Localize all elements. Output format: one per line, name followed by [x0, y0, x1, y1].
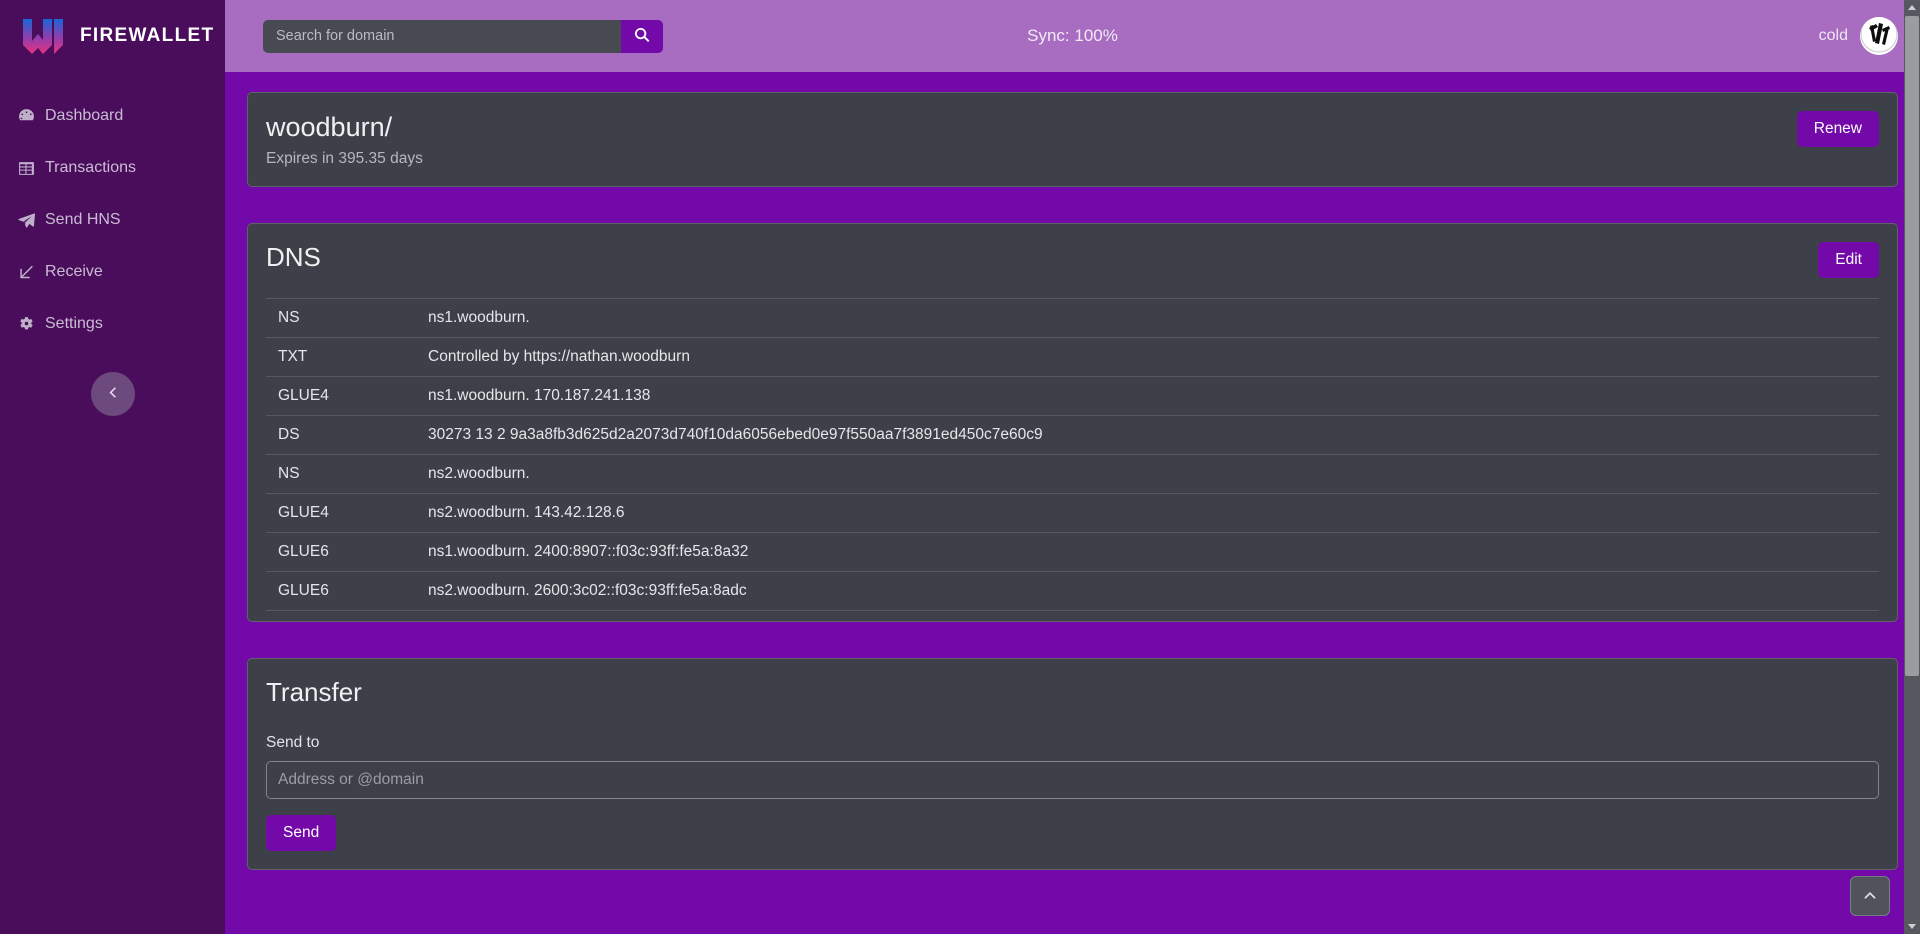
- domain-expiry: Expires in 395.35 days: [266, 149, 423, 167]
- search-input[interactable]: [263, 19, 621, 53]
- edit-dns-button[interactable]: Edit: [1818, 241, 1879, 278]
- dns-record-type: DS: [278, 425, 300, 443]
- w-logo-icon: [22, 17, 64, 55]
- sidebar-collapse-button[interactable]: [90, 372, 135, 416]
- speedometer-icon: [18, 108, 35, 125]
- topbar: Sync: 100% cold: [225, 0, 1920, 72]
- dns-record-type: GLUE6: [278, 581, 329, 599]
- sidebar-item-label: Dashboard: [45, 107, 124, 124]
- dns-card: DNS Edit NS ns1.woodburn. TXT Controlled…: [247, 222, 1898, 622]
- table-row: DS 30273 13 2 9a3a8fb3d625d2a2073d740f10…: [266, 415, 1879, 454]
- sidebar: FIREWALLET Dashboard Transactions Send H: [0, 0, 225, 934]
- renew-button[interactable]: Renew: [1796, 111, 1879, 147]
- table-row: GLUE6 ns1.woodburn. 2400:8907::f03c:93ff…: [266, 532, 1879, 571]
- dns-record-type: GLUE4: [278, 503, 329, 521]
- transfer-card: Transfer Send to Send: [247, 657, 1898, 870]
- scrollbar-down-arrow-icon[interactable]: [1904, 918, 1920, 934]
- dns-record-value: Controlled by https://nathan.woodburn: [428, 347, 690, 365]
- hns-avatar-icon: [1860, 17, 1898, 55]
- dns-record-value: 30273 13 2 9a3a8fb3d625d2a2073d740f10da6…: [428, 425, 1043, 443]
- sidebar-item-label: Receive: [45, 263, 103, 280]
- wallet-name-label: cold: [1818, 27, 1848, 44]
- dns-record-value: ns2.woodburn. 2600:3c02::f03c:93ff:fe5a:…: [428, 581, 747, 599]
- domain-summary-card: woodburn/ Expires in 395.35 days Renew: [247, 92, 1898, 187]
- table-row: TXT Controlled by https://nathan.woodbur…: [266, 337, 1879, 376]
- chevron-left-icon: [106, 386, 119, 402]
- table-row: NS ns1.woodburn.: [266, 298, 1879, 337]
- dns-record-value: ns2.woodburn.: [428, 464, 530, 482]
- search-icon: [634, 27, 650, 46]
- dns-card-header: DNS Edit: [266, 241, 1879, 278]
- dns-record-type: NS: [278, 308, 300, 326]
- brand-name: FIREWALLET: [80, 25, 215, 46]
- sidebar-item-dashboard[interactable]: Dashboard: [0, 90, 225, 142]
- paper-plane-icon: [18, 212, 35, 229]
- sidebar-item-receive[interactable]: Receive: [0, 246, 225, 298]
- table-icon: [18, 160, 35, 177]
- dns-record-value: ns1.woodburn. 170.187.241.138: [428, 386, 651, 404]
- table-row: GLUE4 ns1.woodburn. 170.187.241.138: [266, 376, 1879, 415]
- table-row: GLUE4 ns2.woodburn. 143.42.128.6: [266, 493, 1879, 532]
- collapse-wrap: [0, 372, 225, 416]
- sidebar-item-label: Send HNS: [45, 211, 121, 228]
- scrollbar-up-arrow-icon[interactable]: [1904, 0, 1920, 16]
- send-to-label: Send to: [266, 733, 320, 751]
- sidebar-item-send-hns[interactable]: Send HNS: [0, 194, 225, 246]
- sidebar-nav: Dashboard Transactions Send HNS Receive: [0, 90, 225, 350]
- transfer-address-input[interactable]: [266, 760, 1879, 799]
- dns-record-type: GLUE6: [278, 542, 329, 560]
- dns-record-type: TXT: [278, 347, 308, 365]
- sidebar-item-label: Settings: [45, 315, 103, 332]
- scrollbar-thumb[interactable]: [1905, 16, 1919, 676]
- table-row: NS ns2.woodburn.: [266, 454, 1879, 493]
- main-area: Sync: 100% cold: [225, 0, 1920, 934]
- dns-record-type: GLUE4: [278, 386, 329, 404]
- send-transfer-button[interactable]: Send: [266, 814, 337, 851]
- page-title: woodburn/: [266, 112, 393, 142]
- domain-card-header: woodburn/ Expires in 395.35 days Renew: [266, 111, 1879, 168]
- sidebar-item-transactions[interactable]: Transactions: [0, 142, 225, 194]
- page-scrollbar[interactable]: [1904, 0, 1920, 934]
- search-button[interactable]: [621, 19, 663, 53]
- domain-info: woodburn/ Expires in 395.35 days: [266, 111, 423, 168]
- dns-record-value: ns1.woodburn. 2400:8907::f03c:93ff:fe5a:…: [428, 542, 749, 560]
- transfer-section-title: Transfer: [266, 676, 362, 707]
- search-group: [263, 19, 663, 53]
- arrow-down-left-icon: [18, 264, 35, 281]
- dns-record-value: ns2.woodburn. 143.42.128.6: [428, 503, 625, 521]
- content-scroll-area: woodburn/ Expires in 395.35 days Renew D…: [225, 72, 1920, 934]
- chevron-up-icon: [1863, 888, 1877, 905]
- sidebar-item-settings[interactable]: Settings: [0, 298, 225, 350]
- sidebar-item-label: Transactions: [45, 159, 136, 176]
- dns-section-title: DNS: [266, 241, 321, 272]
- topbar-right: cold: [1819, 17, 1898, 55]
- table-row: GLUE6 ns2.woodburn. 2600:3c02::f03c:93ff…: [266, 571, 1879, 611]
- brand[interactable]: FIREWALLET: [0, 0, 225, 72]
- avatar[interactable]: [1860, 17, 1898, 55]
- dns-record-type: NS: [278, 464, 300, 482]
- dns-record-value: ns1.woodburn.: [428, 308, 530, 326]
- dns-records-table: NS ns1.woodburn. TXT Controlled by https…: [266, 298, 1879, 611]
- gear-icon: [18, 316, 35, 333]
- scroll-to-top-button[interactable]: [1850, 876, 1890, 916]
